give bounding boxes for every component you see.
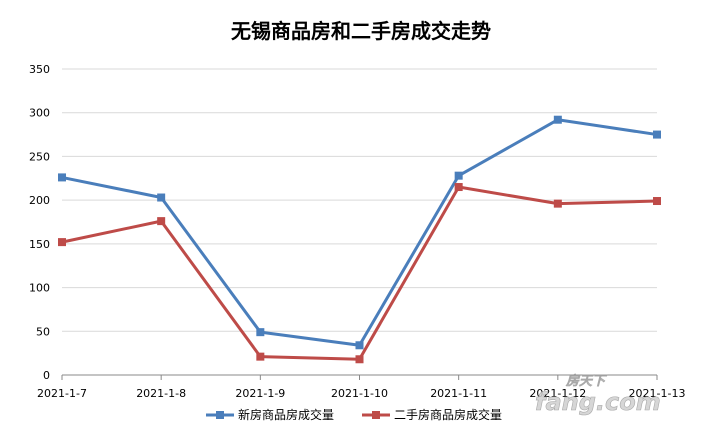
- y-tick-label: 350: [29, 63, 50, 76]
- data-point-series-2: [454, 183, 463, 192]
- legend-marker-1: [216, 411, 224, 419]
- y-tick-label: 300: [29, 107, 50, 120]
- y-tick-label: 150: [29, 238, 50, 251]
- y-tick-label: 100: [29, 282, 50, 295]
- chart-title: 无锡商品房和二手房成交走势: [231, 19, 491, 43]
- series-layer: [58, 115, 661, 364]
- data-point-series-1: [355, 341, 364, 350]
- data-point-series-2: [157, 217, 166, 226]
- legend-label-1: 新房商品房成交量: [238, 407, 334, 422]
- gridlines: [62, 68, 657, 332]
- data-point-series-1: [256, 328, 265, 337]
- data-point-series-1: [653, 130, 661, 139]
- x-tick-label: 2021-1-9: [235, 387, 285, 400]
- x-tick-label: 2021-1-11: [430, 387, 487, 400]
- data-point-series-2: [58, 238, 66, 247]
- axes: 0 50 100 150 200 250 300 350 2021-1-7 2021-1-8 202…: [29, 63, 685, 400]
- series-line-1: [61, 118, 658, 347]
- x-tick-label: 2021-1-7: [37, 387, 87, 400]
- watermark-brand: fang.com: [535, 388, 661, 416]
- data-point-series-2: [553, 199, 562, 208]
- data-point-series-2: [256, 352, 265, 361]
- data-point-series-1: [58, 173, 66, 182]
- y-tick-label: 200: [29, 194, 50, 207]
- legend-label-2: 二手房商品房成交量: [394, 407, 502, 422]
- x-tick-label: 2021-1-13: [629, 387, 686, 400]
- watermark-sub: 房天下: [565, 373, 608, 389]
- legend-marker-2: [372, 411, 380, 419]
- series-line-2: [61, 185, 658, 361]
- x-tick-label: 2021-1-8: [136, 387, 186, 400]
- data-point-series-2: [653, 197, 661, 206]
- y-tick-label: 250: [29, 150, 50, 163]
- watermark: fang.com 房天下: [535, 373, 661, 417]
- data-point-series-1: [553, 115, 562, 124]
- y-tick-label: 50: [36, 325, 50, 338]
- legend: 新房商品房成交量 二手房商品房成交量: [206, 407, 502, 422]
- data-point-series-2: [355, 355, 364, 364]
- x-tick-label: 2021-1-12: [529, 387, 586, 400]
- data-point-series-1: [454, 171, 463, 180]
- y-tick-label: 0: [43, 369, 50, 382]
- data-point-series-1: [157, 193, 166, 202]
- x-tick-label: 2021-1-10: [331, 387, 388, 400]
